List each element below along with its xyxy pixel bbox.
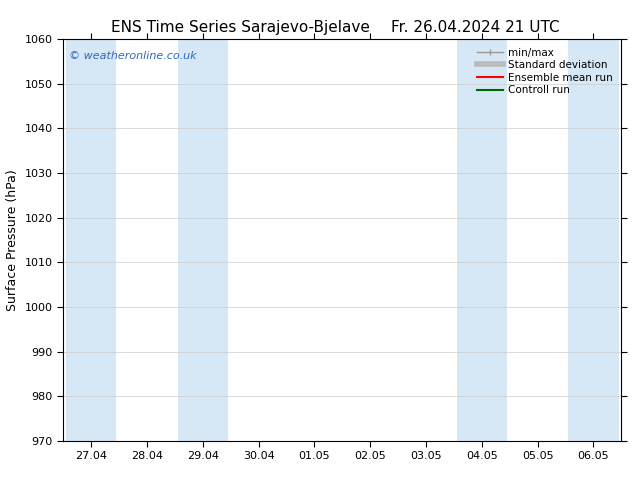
Y-axis label: Surface Pressure (hPa): Surface Pressure (hPa)	[6, 169, 19, 311]
Text: Fr. 26.04.2024 21 UTC: Fr. 26.04.2024 21 UTC	[391, 20, 560, 35]
Bar	[568, 39, 619, 441]
Legend: min/max, Standard deviation, Ensemble mean run, Controll run: min/max, Standard deviation, Ensemble me…	[474, 45, 616, 98]
Bar	[178, 39, 228, 441]
Bar	[456, 39, 507, 441]
Bar	[66, 39, 117, 441]
Text: © weatheronline.co.uk: © weatheronline.co.uk	[69, 51, 197, 61]
Text: ENS Time Series Sarajevo-Bjelave: ENS Time Series Sarajevo-Bjelave	[112, 20, 370, 35]
